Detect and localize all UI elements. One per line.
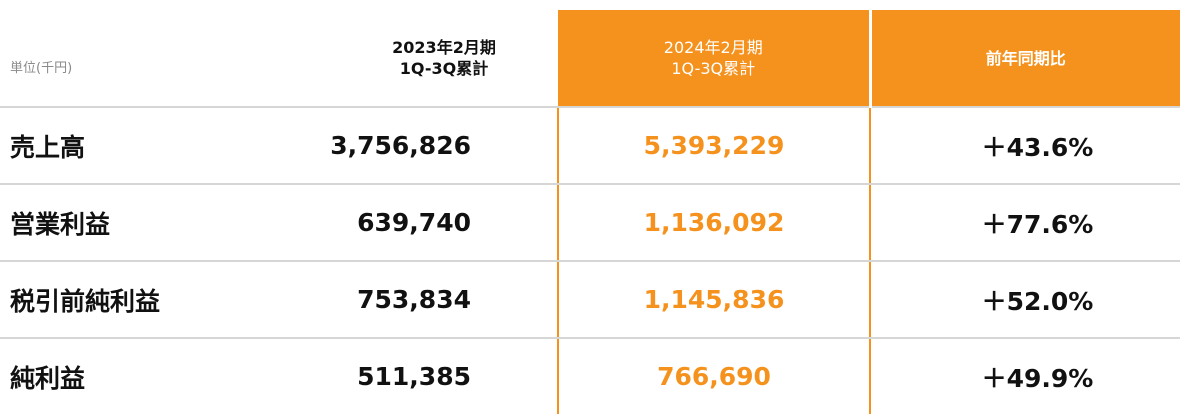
table-row: 税引前純利益 753,834 1,145,836 ＋52.0% [0,261,1180,339]
previous-period-title: 2023年2月期 [392,38,496,57]
sales-previous-value: 3,756,826 [290,107,558,185]
table-header-row: 単位(千円) 2023年2月期 1Q-3Q累計 2024年2月期 1Q-3Q累計… [0,10,1180,108]
row-label-pretax-profit: 税引前純利益 [0,261,290,339]
operating-profit-current-value: 1,136,092 [557,184,871,262]
table-row: 営業利益 639,740 1,136,092 ＋77.6% [0,184,1180,262]
net-profit-yoy-value: ＋49.9% [981,363,1094,393]
unit-label: 単位(千円) [0,10,290,108]
row-label-sales: 売上高 [0,107,290,185]
pretax-profit-yoy-value: ＋52.0% [870,261,1180,339]
net-profit-current-value: 766,690 [557,338,871,414]
column-header-yoy: 前年同期比 [868,10,1180,108]
financial-results-table: 単位(千円) 2023年2月期 1Q-3Q累計 2024年2月期 1Q-3Q累計… [0,10,1180,414]
operating-profit-previous-value: 639,740 [290,184,558,262]
sales-yoy-value: ＋43.6% [870,107,1180,185]
financial-summary-page: 単位(千円) 2023年2月期 1Q-3Q累計 2024年2月期 1Q-3Q累計… [0,10,1180,414]
current-period-title: 2024年2月期 [663,38,763,57]
pretax-profit-previous-value: 753,834 [290,261,558,339]
pretax-profit-current-value: 1,145,836 [557,261,871,339]
table-row: 純利益 511,385 766,690 ＋49.9% [0,338,1180,414]
row-label-net-profit: 純利益 [10,363,86,393]
operating-profit-yoy-value: ＋77.6% [870,184,1180,262]
table-row: 売上高 3,756,826 5,393,229 ＋43.6% [0,107,1180,185]
net-profit-previous-value: 511,385 [357,362,471,391]
column-header-previous-period: 2023年2月期 1Q-3Q累計 [290,10,558,108]
column-header-current-period: 2024年2月期 1Q-3Q累計 [558,10,870,108]
sales-current-value: 5,393,229 [557,107,871,185]
previous-period-subtitle: 1Q-3Q累計 [399,59,489,78]
current-period-subtitle: 1Q-3Q累計 [671,59,756,78]
row-label-operating-profit: 営業利益 [0,184,290,262]
